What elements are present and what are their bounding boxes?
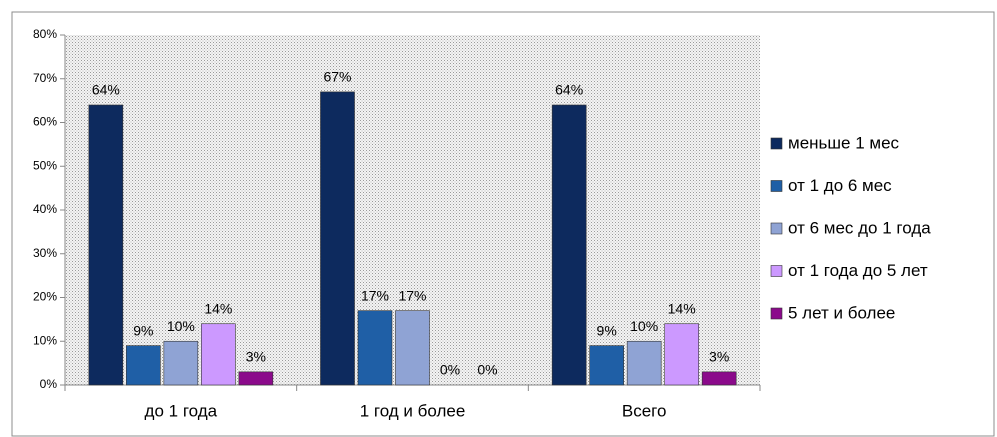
bar [126, 345, 161, 386]
bar [664, 323, 699, 386]
bar [395, 310, 430, 386]
value-label: 64% [555, 82, 583, 98]
value-label: 3% [246, 349, 266, 365]
value-label: 10% [167, 318, 195, 334]
value-label: 3% [709, 349, 729, 365]
legend-swatch [770, 137, 783, 150]
value-label: 17% [398, 287, 426, 303]
y-tick-label: 30% [33, 246, 57, 260]
bar [320, 91, 355, 386]
bar [701, 371, 737, 386]
y-tick-label: 50% [33, 158, 57, 172]
value-label: 64% [92, 82, 120, 98]
legend-swatch [770, 180, 783, 192]
legend-swatch [770, 222, 783, 235]
bar [238, 371, 274, 386]
value-label: 14% [668, 300, 696, 316]
bar [88, 104, 124, 386]
bar [626, 340, 662, 386]
x-tick-label: до 1 года [145, 401, 218, 420]
bar [589, 345, 624, 386]
bar [551, 104, 587, 386]
legend-label: от 1 года до 5 лет [788, 261, 928, 280]
legend-label: меньше 1 мес [788, 133, 900, 152]
bar [357, 310, 393, 386]
legend-swatch [770, 307, 783, 320]
value-label: 9% [133, 322, 153, 338]
value-label: 14% [204, 300, 232, 316]
y-tick-label: 70% [33, 71, 57, 85]
bar [163, 340, 199, 386]
legend-label: от 1 до 6 мес [788, 176, 892, 195]
x-tick-label: Всего [622, 401, 667, 420]
y-tick-label: 80% [33, 27, 57, 41]
legend-swatch [770, 265, 783, 277]
value-label: 10% [630, 318, 658, 334]
legend-label: 5 лет и более [788, 303, 895, 322]
y-tick-label: 10% [33, 333, 57, 347]
value-label: 17% [361, 287, 389, 303]
value-label: 9% [597, 322, 617, 338]
legend-label: от 6 мес до 1 года [788, 218, 931, 237]
y-tick-label: 20% [33, 290, 57, 304]
value-label: 67% [323, 69, 351, 85]
value-label: 0% [440, 362, 460, 378]
y-tick-label: 0% [40, 377, 58, 391]
y-tick-label: 40% [33, 202, 57, 216]
bar [201, 323, 236, 386]
value-label: 0% [477, 362, 497, 378]
x-tick-label: 1 год и более [360, 401, 466, 420]
y-tick-label: 60% [33, 115, 57, 129]
